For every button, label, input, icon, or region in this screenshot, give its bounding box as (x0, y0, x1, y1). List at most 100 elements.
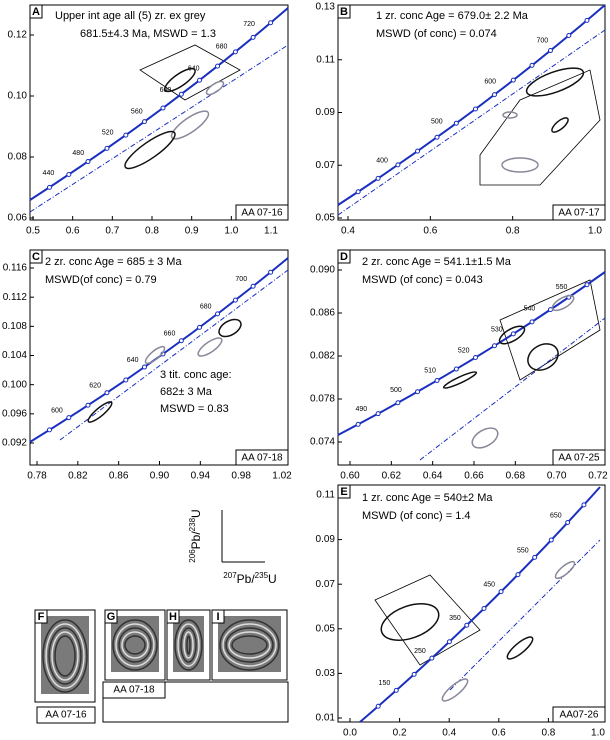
age-label: 450 (483, 581, 495, 588)
sample-box (552, 204, 606, 221)
y-tick-label: 0.12 (8, 30, 28, 41)
zircon-zone (231, 635, 268, 655)
error-ellipse (87, 401, 113, 423)
concordia-marker (66, 172, 72, 178)
concordia-marker (566, 33, 572, 39)
concordia-marker (141, 119, 147, 125)
error-ellipse (380, 603, 440, 641)
x-tick-label: 0.9 (185, 226, 199, 237)
concordia-marker (584, 282, 590, 288)
concordia-marker (395, 162, 401, 168)
axis-label-part: U (268, 572, 277, 586)
y-tick-label: 0.116 (3, 263, 28, 274)
x-tick-label: 1.0 (591, 728, 605, 739)
concordia (359, 486, 601, 723)
concordia-marker (532, 554, 538, 560)
concordia-dashed (59, 269, 289, 441)
concordia-marker (123, 377, 129, 383)
error-ellipse (502, 111, 518, 119)
plot-frame (29, 4, 289, 221)
concordia-marker (491, 92, 497, 98)
concordia-marker (160, 105, 166, 111)
concordia-dashed (449, 539, 601, 691)
x-tick-label: 0.82 (68, 471, 88, 482)
concordia-marker (529, 62, 535, 68)
concordia-marker (104, 390, 110, 396)
panel-e: 0.0 0.2 0.4 0.6 0.8 1.0 0.11 0.09 0.07 0.05 0.03 0.… (316, 484, 606, 739)
age-label: 500 (431, 119, 443, 126)
concordia-marker (584, 17, 590, 23)
age-label: 440 (43, 170, 55, 177)
caption-box (36, 706, 96, 724)
sample-box (235, 449, 289, 466)
sample-label: AA 07-17 (558, 208, 600, 219)
age-label: 560 (131, 108, 143, 115)
age-label: 600 (484, 79, 496, 86)
age-label: 650 (550, 512, 562, 519)
error-ellipse (471, 427, 499, 449)
zircon-zone (45, 623, 85, 689)
zircon-zone (186, 635, 191, 655)
error-ellipse (527, 343, 559, 371)
image-caption: AA 07-18 (113, 685, 155, 696)
age-label: 640 (127, 357, 139, 364)
concordia-marker (415, 389, 421, 395)
image-letter: I (216, 611, 219, 623)
concordia-marker (547, 48, 553, 54)
age-label: 520 (102, 129, 114, 136)
y-tick-label: 0.078 (310, 394, 335, 405)
y-tick-label: 0.11 (316, 490, 335, 501)
y-tick-label: 0.082 (310, 351, 335, 362)
x-tick-label: 1.1 (264, 226, 278, 237)
zircon-zone (118, 627, 152, 663)
concordia-marker (85, 402, 91, 408)
concordia-dashed (419, 317, 606, 461)
x-tick-label: 0.60 (340, 471, 360, 482)
error-ellipse (441, 678, 469, 702)
concordia-marker (375, 703, 381, 709)
annotation: MSWD (of conc) = 0.074 (376, 28, 497, 40)
x-tick-label: 0.0 (343, 728, 357, 739)
concordia-marker (481, 606, 487, 611)
y-tick-label: 0.092 (2, 438, 27, 449)
inset-box (139, 44, 241, 101)
annotation: 1 zr. conc Age = 679.0± 2.2 Ma (376, 10, 529, 22)
x-tick-label: 0.6 (423, 226, 437, 237)
x-tick-label: 0.2 (393, 728, 407, 739)
letter-box (337, 249, 351, 264)
y-tick-label: 0.090 (310, 265, 335, 276)
panel-b: 0.4 0.6 0.8 1.0 0.13 0.11 0.09 0.07 0.05 400 500 60… (316, 2, 606, 237)
letter-box (211, 609, 225, 624)
x-tick-label: 0.6 (66, 226, 80, 237)
x-tick-label: 1.0 (588, 226, 602, 237)
age-label: 550 (556, 284, 568, 291)
concordia-marker (232, 297, 238, 303)
zircon-zone (121, 631, 149, 659)
y-tick-label: 0.06 (8, 213, 28, 224)
inset-box (374, 574, 481, 666)
zircon-zone (115, 623, 155, 667)
concordia-marker (464, 622, 470, 628)
annotation: MSWD = 0.83 (160, 403, 229, 415)
age-label: 150 (379, 680, 391, 687)
x-tick-label: 0.8 (506, 226, 520, 237)
concordia-marker (215, 63, 221, 69)
error-ellipse (498, 325, 526, 345)
annotation: 681.5±4.3 Ma, MSWD = 1.3 (80, 28, 216, 40)
error-ellipse (170, 110, 210, 140)
letter-box (29, 249, 43, 264)
axis-label: 206Pb/238U (188, 509, 204, 562)
x-tick-label: 0.98 (231, 471, 251, 482)
letter-box (337, 484, 351, 499)
annotation: MSWD(of conc) = 0.79 (45, 274, 157, 286)
zircon-zone (42, 619, 88, 693)
y-tick-label: 0.11 (316, 54, 335, 65)
age-label: 480 (72, 150, 84, 157)
y-tick-label: 0.074 (310, 437, 335, 448)
error-ellipse (442, 371, 478, 389)
inset-box (499, 279, 601, 381)
age-label: 540 (524, 306, 536, 313)
concordia-marker (250, 34, 256, 40)
concordia-marker (395, 400, 401, 406)
error-ellipse (164, 67, 196, 93)
